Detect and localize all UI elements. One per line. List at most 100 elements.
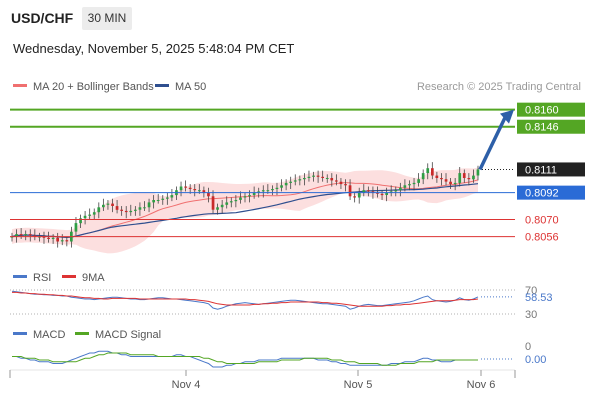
candle-body (257, 191, 260, 193)
candle-body (33, 235, 37, 237)
candle (298, 175, 302, 186)
rsi-ma-line (12, 291, 479, 307)
candle (65, 236, 69, 247)
candle (303, 173, 306, 186)
candle-body (462, 173, 466, 178)
candle-body (389, 191, 393, 193)
candle-body (321, 176, 324, 178)
candle (325, 174, 329, 183)
candle (124, 206, 128, 219)
candle-body (198, 190, 201, 192)
candle (353, 192, 356, 203)
candle (216, 203, 219, 215)
level-tag-1 (517, 119, 585, 134)
candle (399, 182, 402, 197)
candle-body (184, 186, 187, 188)
candle (362, 184, 366, 197)
candle (261, 185, 265, 198)
candle (239, 191, 242, 204)
macd-legend-swatch-0 (13, 332, 27, 335)
candle (24, 230, 27, 241)
candle-body (284, 182, 288, 186)
candle-body (408, 184, 411, 186)
candle-body (385, 192, 388, 195)
candle (15, 229, 18, 243)
candle (79, 214, 82, 229)
candle (83, 210, 87, 225)
candle-body (271, 189, 274, 191)
candle (166, 192, 169, 205)
candle-body (353, 196, 356, 198)
candle-body (371, 191, 375, 193)
macd-tick-0: 0 (525, 341, 531, 353)
symbol-title: USD/CHF (11, 10, 74, 26)
candle-body (216, 207, 219, 210)
candle (74, 217, 78, 236)
candle (207, 187, 210, 203)
candle-body (234, 200, 238, 202)
candle-body (28, 234, 32, 236)
candle-body (74, 223, 78, 232)
candle (389, 185, 393, 197)
candle (421, 169, 425, 185)
candle-body (367, 190, 370, 192)
candle-body (431, 168, 434, 176)
candle-body (444, 179, 448, 182)
candle (120, 206, 123, 216)
candle (97, 202, 101, 219)
candle-body (280, 185, 283, 188)
candle-body (152, 200, 155, 203)
candle-body (92, 212, 96, 215)
candle (88, 208, 91, 220)
macd-legend-label-0: MACD (33, 329, 65, 341)
candle-body (261, 190, 265, 192)
candle-body (161, 198, 165, 200)
candle (330, 173, 334, 187)
legend-label-0: MA 20 + Bollinger Bands (33, 81, 154, 93)
rsi-tick-1: 30 (525, 309, 537, 321)
rsi-tick-0: 70 (525, 285, 537, 297)
candle (92, 208, 96, 220)
candle (408, 180, 411, 191)
candle-body (129, 210, 133, 213)
timeframe-button[interactable]: 30 MIN (82, 7, 132, 30)
rsi-last-value: 58.53 (525, 292, 553, 304)
candle-body (307, 176, 311, 178)
candle (467, 173, 471, 186)
candle-body (362, 190, 366, 193)
level-label-0: 0.8160 (525, 105, 559, 117)
candle-body (166, 197, 169, 199)
candle (344, 179, 347, 192)
candle (161, 195, 165, 205)
candle (170, 188, 174, 202)
candle-body (399, 187, 402, 191)
candle (271, 185, 274, 196)
candle (184, 180, 187, 192)
candle-body (106, 203, 110, 205)
candle (220, 199, 224, 214)
legend-swatch-1 (155, 84, 169, 87)
candle-body (312, 175, 315, 177)
candle-body (124, 210, 128, 213)
candle (280, 179, 283, 192)
macd-legend-label-1: MACD Signal (95, 329, 161, 341)
projection-arrow (478, 116, 507, 171)
candle-body (275, 187, 279, 189)
candle-body (202, 190, 206, 193)
candle (234, 195, 238, 208)
candle (289, 176, 292, 189)
x-tick-label-0: Nov 4 (172, 379, 201, 391)
legend-label-1: MA 50 (175, 81, 206, 93)
candle-body (83, 215, 87, 219)
candle-body (266, 190, 270, 192)
candle (202, 186, 206, 198)
candle-body (225, 202, 229, 205)
candle (449, 177, 452, 189)
candle (431, 162, 434, 180)
level-label-3: 0.8092 (525, 188, 559, 200)
candle-body (97, 207, 101, 213)
candle-body (248, 195, 251, 197)
candle-body (325, 178, 329, 179)
